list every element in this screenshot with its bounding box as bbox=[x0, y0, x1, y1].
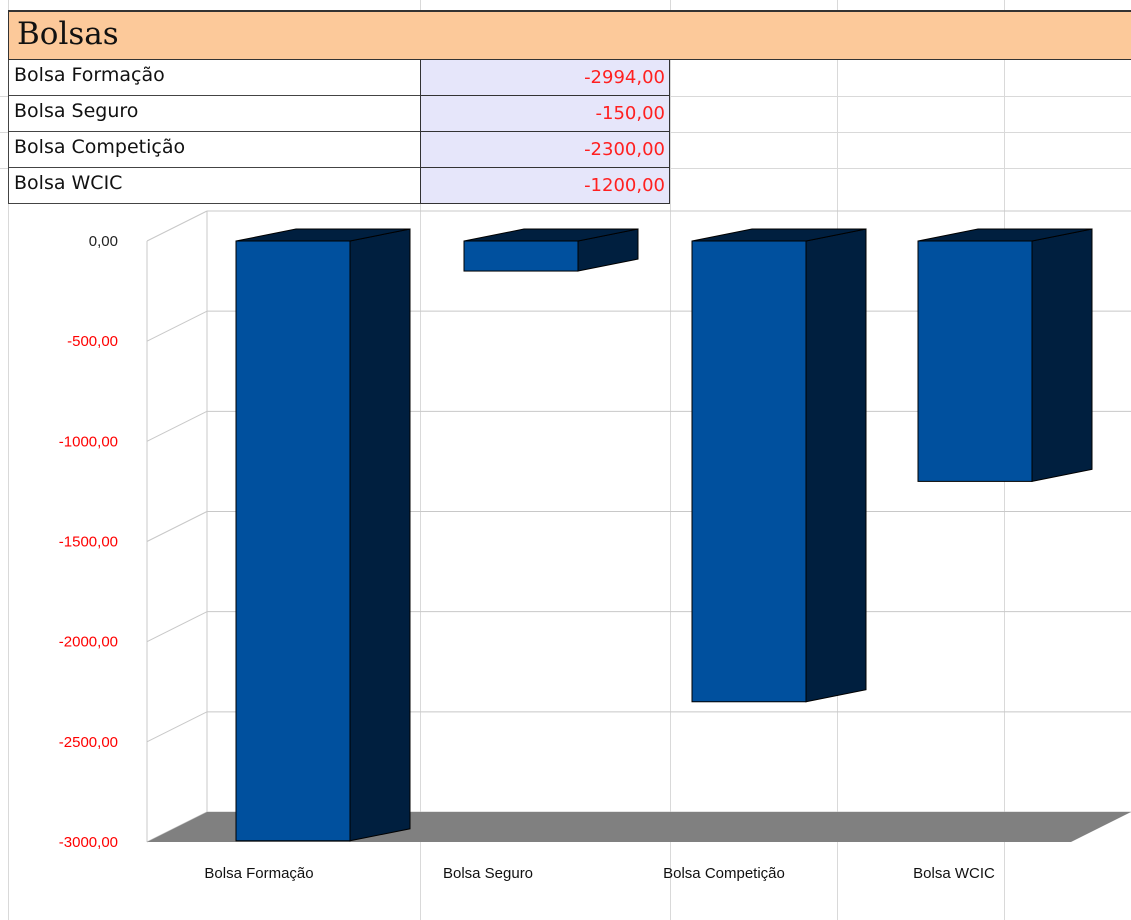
y-tick-label: -1500,00 bbox=[59, 534, 118, 551]
bar-side bbox=[1031, 228, 1093, 483]
row-label[interactable]: Bolsa Seguro bbox=[8, 96, 420, 132]
section-header[interactable]: Bolsas bbox=[8, 10, 1131, 60]
row-value[interactable]: -1200,00 bbox=[420, 168, 670, 204]
sheet-gridline bbox=[8, 0, 9, 920]
row-value[interactable]: -2300,00 bbox=[420, 132, 670, 168]
y-tick-label: 0,00 bbox=[89, 233, 118, 250]
y-tick-label: -1000,00 bbox=[59, 433, 118, 450]
x-tick-label: Bolsa Seguro bbox=[443, 865, 533, 882]
bar-side bbox=[805, 228, 867, 703]
row-label[interactable]: Bolsa Formação bbox=[8, 60, 420, 96]
side-wall-gridline bbox=[146, 410, 208, 442]
bar bbox=[463, 240, 579, 272]
row-label[interactable]: Bolsa WCIC bbox=[8, 168, 420, 204]
row-value[interactable]: -150,00 bbox=[420, 96, 670, 132]
row-value[interactable]: -2994,00 bbox=[420, 60, 670, 96]
sheet-gridline bbox=[420, 0, 421, 920]
bar bbox=[691, 240, 807, 703]
sheet-gridline bbox=[670, 0, 671, 920]
row-label[interactable]: Bolsa Competição bbox=[8, 132, 420, 168]
side-wall-gridline bbox=[146, 611, 208, 643]
x-tick-label: Bolsa Formação bbox=[204, 865, 313, 882]
y-tick-label: -3000,00 bbox=[59, 834, 118, 851]
side-wall-gridline bbox=[146, 511, 208, 542]
side-wall-gridline bbox=[146, 310, 208, 342]
section-title: Bolsas bbox=[17, 16, 119, 52]
x-tick-label: Bolsa Competição bbox=[663, 865, 785, 882]
bar-chart[interactable]: 0,00 -500,00 -1000,00 -1500,00 -2000,00 -2500… bbox=[0, 205, 1131, 920]
y-tick-label: -500,00 bbox=[67, 333, 118, 350]
bar bbox=[235, 240, 351, 842]
bar-side bbox=[349, 228, 411, 842]
x-tick-label: Bolsa WCIC bbox=[913, 865, 995, 882]
side-wall-gridline bbox=[146, 210, 208, 242]
side-wall-gridline bbox=[146, 711, 208, 743]
y-tick-label: -2000,00 bbox=[59, 634, 118, 651]
y-tick-label: -2500,00 bbox=[59, 734, 118, 751]
bar bbox=[917, 240, 1033, 482]
